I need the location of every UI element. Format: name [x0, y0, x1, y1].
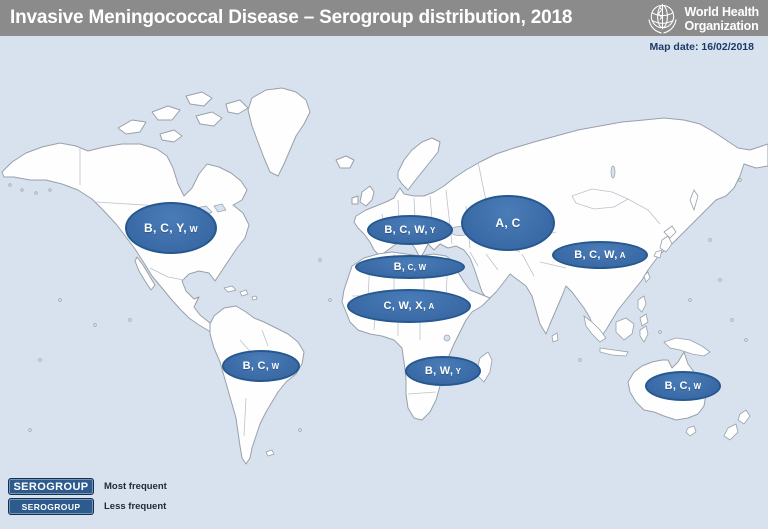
title-bar: Invasive Meningococcal Disease – Serogro…	[0, 0, 768, 36]
legend-row-most-frequent: SEROGROUP Most frequent	[8, 478, 167, 495]
legend-box-less-frequent: SEROGROUP	[8, 498, 94, 515]
legend: SEROGROUP Most frequent SEROGROUP Less f…	[8, 478, 167, 518]
who-logo-line1: World Health	[684, 4, 760, 19]
who-logo-line2: Organization	[684, 18, 759, 33]
map-title: Invasive Meningococcal Disease – Serogro…	[10, 7, 573, 28]
who-logo-text: World Health Organization	[684, 4, 760, 33]
legend-caption-less-frequent: Less frequent	[104, 501, 167, 512]
small-islands	[8, 178, 748, 432]
legend-row-less-frequent: SEROGROUP Less frequent	[8, 498, 167, 515]
legend-box-most-frequent: SEROGROUP	[8, 478, 94, 495]
map-date: Map date: 16/02/2018	[649, 41, 754, 53]
legend-caption-most-frequent: Most frequent	[104, 481, 167, 492]
who-emblem-icon	[647, 3, 677, 34]
who-logo: World Health Organization	[646, 2, 759, 35]
